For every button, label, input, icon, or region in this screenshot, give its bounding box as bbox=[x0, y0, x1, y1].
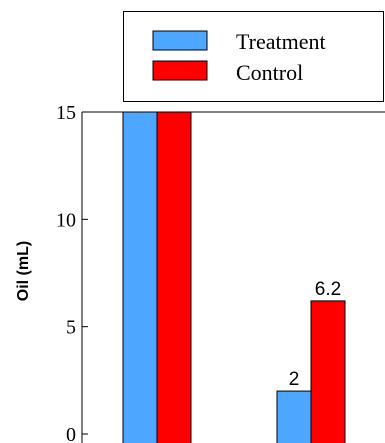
data-label: 6.2 bbox=[315, 279, 341, 300]
data-labels: 26.2 bbox=[289, 279, 342, 390]
legend-label-treatment: Treatment bbox=[236, 29, 326, 54]
legend-swatch-control bbox=[152, 60, 208, 81]
y-axis-label: Oil (mL) bbox=[15, 241, 32, 301]
y-tick-label: 5 bbox=[66, 317, 76, 339]
bar-control-0 bbox=[156, 111, 192, 443]
y-tick-label: 10 bbox=[56, 209, 76, 231]
bar-treatment-1 bbox=[276, 390, 312, 443]
legend-label-control: Control bbox=[236, 60, 303, 85]
y-axis-ticks: 0 5 10 15 bbox=[56, 102, 88, 443]
legend-swatch-treatment bbox=[152, 30, 208, 51]
legend: Treatment Control bbox=[123, 11, 384, 102]
y-tick-label: 15 bbox=[56, 102, 76, 124]
bars bbox=[122, 111, 346, 443]
data-label: 2 bbox=[289, 369, 300, 390]
bar-control-1 bbox=[310, 300, 346, 443]
legend-box bbox=[123, 11, 384, 102]
y-tick-label: 0 bbox=[66, 424, 76, 443]
bar-treatment-0 bbox=[122, 111, 158, 443]
